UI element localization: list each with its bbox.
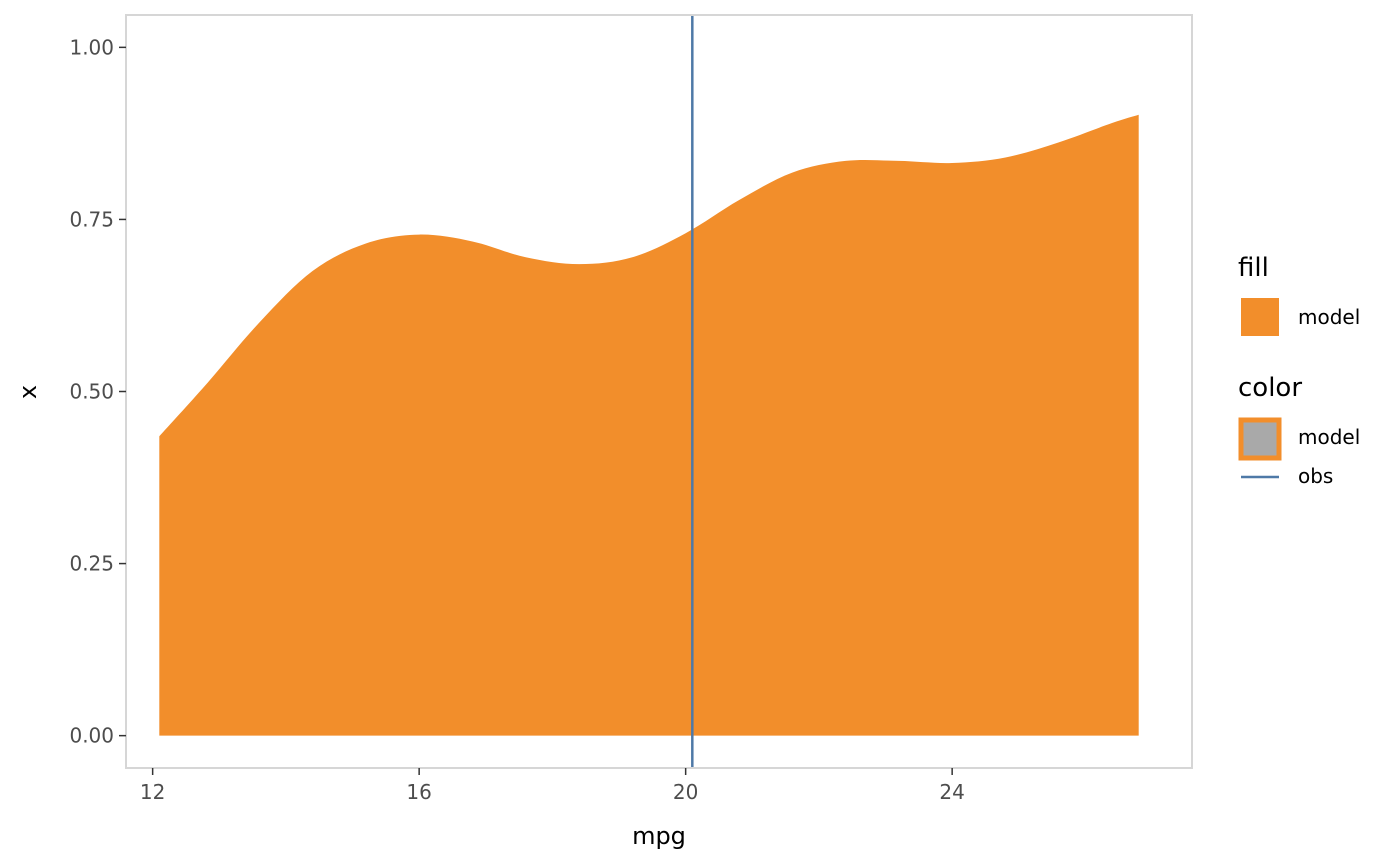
y-axis-title: x: [14, 385, 42, 399]
x-axis-title: mpg: [632, 822, 686, 850]
y-axis: 0.00 0.25 0.50 0.75 1.00: [69, 35, 126, 748]
x-axis: 12 16 20 24: [140, 768, 965, 804]
y-tick-label: 0.50: [69, 380, 114, 404]
x-tick-label: 12: [140, 780, 165, 804]
data-layer: [159, 15, 1139, 768]
legend: fill model color model obs: [1238, 253, 1360, 488]
legend-title-fill: fill: [1238, 253, 1269, 283]
density-area-model: [159, 114, 1139, 736]
y-tick-label: 0.25: [69, 552, 114, 576]
legend-label: model: [1298, 425, 1360, 449]
y-tick-label: 0.75: [69, 207, 114, 231]
legend-key-box: [1238, 417, 1282, 461]
x-tick-label: 24: [939, 780, 964, 804]
y-tick-label: 0.00: [69, 724, 114, 748]
legend-key-fill: [1241, 298, 1279, 336]
y-tick-label: 1.00: [69, 35, 114, 59]
x-tick-label: 16: [406, 780, 431, 804]
legend-label: obs: [1298, 464, 1333, 488]
x-tick-label: 20: [673, 780, 698, 804]
legend-title-color: color: [1238, 373, 1302, 403]
legend-label: model: [1298, 305, 1360, 329]
